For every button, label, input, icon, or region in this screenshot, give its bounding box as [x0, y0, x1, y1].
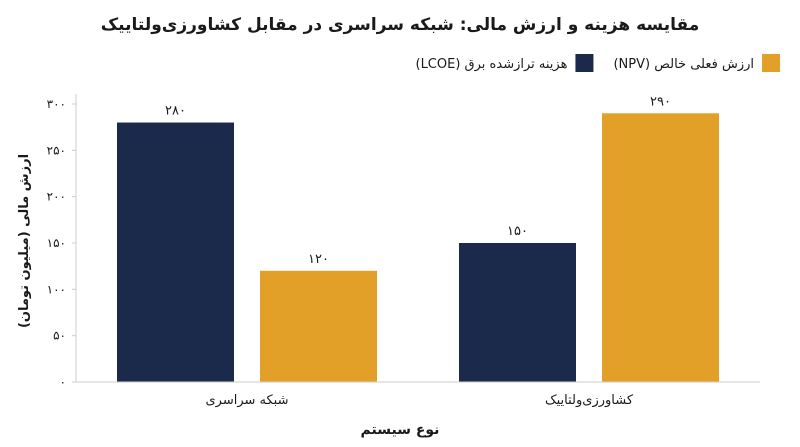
bar-value-label: ۱۲۰: [308, 252, 329, 267]
y-axis-ticks: ۰ ۵۰ ۱۰۰ ۱۵۰ ۲۰۰ ۲۵۰ ۳۰۰: [47, 97, 76, 389]
legend-swatch: [762, 54, 780, 72]
x-category-label: شبکه سراسری: [205, 393, 288, 408]
y-tick-label: ۱۰۰: [47, 282, 66, 296]
y-tick-label: ۱۵۰: [47, 236, 66, 250]
bar-value-label: ۱۵۰: [507, 224, 528, 239]
bars: ۲۸۰ ۱۲۰ ۱۵۰ ۲۹۰: [117, 94, 719, 383]
bar: [459, 243, 576, 382]
y-tick-label: ۰: [60, 375, 66, 389]
bar: [260, 270, 377, 382]
x-axis-categories: شبکه سراسری کشاورزی‌ولتاییک: [205, 393, 633, 408]
legend-swatch: [575, 54, 594, 72]
legend-label: هزینه ترازشده برق (LCOE): [415, 57, 567, 72]
bar-value-label: ۲۹۰: [650, 94, 671, 109]
bar: [117, 122, 234, 383]
y-tick-label: ۵۰: [53, 329, 66, 343]
x-axis-label: نوع سیستم: [361, 422, 440, 438]
y-tick-label: ۳۰۰: [47, 97, 66, 111]
legend-label: ارزش فعلی خالص (NPV): [613, 57, 754, 72]
legend: ارزش فعلی خالص (NPV) هزینه ترازشده برق (L…: [415, 54, 780, 72]
bar: [602, 113, 719, 383]
chart-title: مقایسه هزینه و ارزش مالی: شبکه سراسری در…: [101, 15, 699, 35]
bar-value-label: ۲۸۰: [165, 104, 186, 119]
y-tick-label: ۲۵۰: [47, 143, 66, 157]
x-category-label: کشاورزی‌ولتاییک: [545, 393, 634, 408]
y-axis-label: ارزش مالی (میلیون تومان): [17, 154, 32, 328]
y-tick-label: ۲۰۰: [47, 190, 66, 204]
